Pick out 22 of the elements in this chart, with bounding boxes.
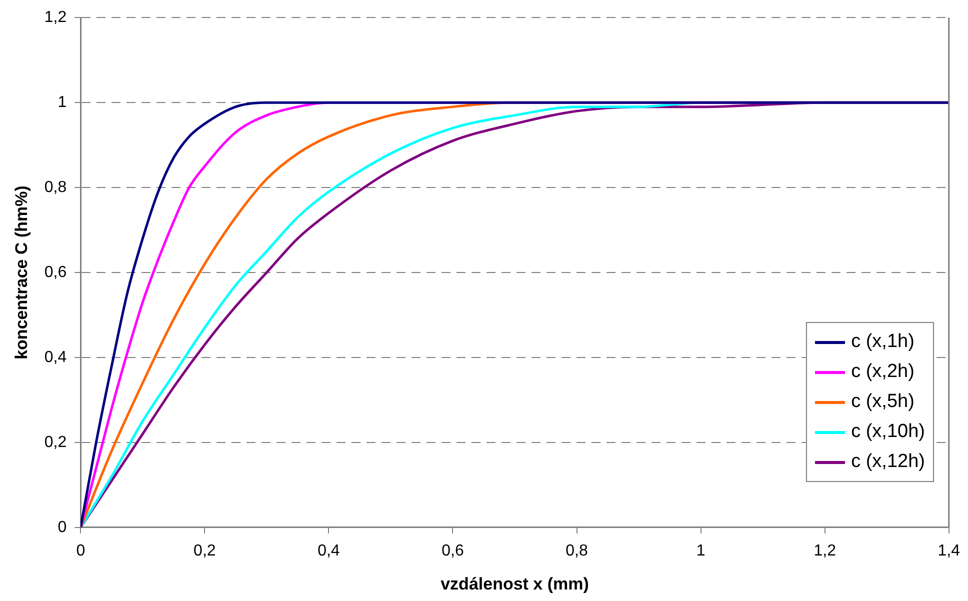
- y-tick-label: 0: [58, 518, 67, 536]
- y-tick-label: 1: [58, 94, 67, 111]
- y-tick-label: 0,4: [44, 348, 67, 366]
- x-tick-label: 1: [696, 542, 706, 560]
- x-tick-label: 1,2: [814, 542, 836, 560]
- x-tick-label: 0,4: [318, 542, 340, 560]
- legend-label: c (x,10h): [851, 420, 925, 444]
- y-axis-title: koncentrace C (hm%): [12, 186, 31, 360]
- y-tick-label: 0,2: [44, 434, 67, 451]
- legend-label: c (x,12h): [851, 450, 925, 474]
- y-tick-label: 1,2: [44, 9, 67, 26]
- legend-label: c (x,1h): [851, 330, 914, 354]
- x-tick-label: 0,2: [194, 542, 216, 560]
- x-tick-label: 1,4: [938, 542, 960, 560]
- x-tick-label: 0: [76, 542, 86, 560]
- legend-label: c (x,2h): [851, 360, 914, 384]
- x-tick-label: 0,8: [566, 542, 588, 560]
- y-tick-label: 0,8: [44, 178, 67, 196]
- y-tick-label: 0,6: [44, 264, 67, 281]
- x-axis-title: vzdálenost x (mm): [440, 574, 589, 594]
- x-tick-label: 0,6: [442, 542, 464, 560]
- legend-label: c (x,5h): [851, 390, 914, 414]
